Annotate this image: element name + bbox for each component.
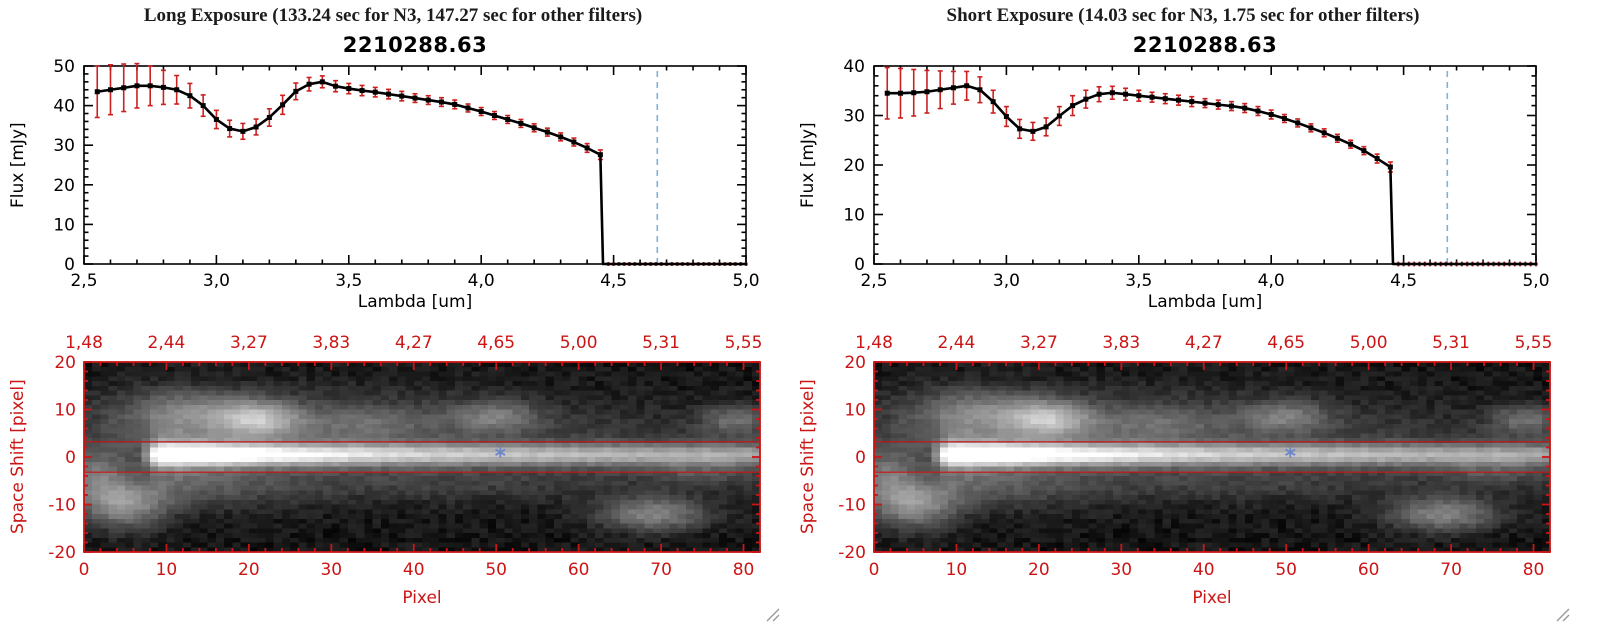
svg-text:-10: -10 — [48, 496, 76, 516]
target-id-title: 2210288.63 — [1132, 33, 1278, 57]
svg-text:2,5: 2,5 — [70, 271, 97, 291]
svg-text:50: 50 — [1275, 560, 1297, 580]
svg-text:4,5: 4,5 — [600, 271, 627, 291]
svg-text:0: 0 — [869, 560, 880, 580]
svg-text:40: 40 — [1193, 560, 1215, 580]
resize-grip[interactable] — [1554, 606, 1570, 622]
svg-text:5,00: 5,00 — [1350, 333, 1388, 353]
svg-text:80: 80 — [733, 560, 755, 580]
flux-axis-label: Flux [mJy] — [8, 122, 28, 208]
svg-text:70: 70 — [650, 560, 672, 580]
svg-text:3,0: 3,0 — [993, 271, 1020, 291]
svg-text:4,0: 4,0 — [1258, 271, 1285, 291]
svg-text:0: 0 — [64, 255, 75, 275]
svg-text:-20: -20 — [48, 543, 76, 563]
panel-long-exposure: Long Exposure (133.24 sec for N3, 147.27… — [0, 0, 786, 630]
svg-text:5,31: 5,31 — [642, 333, 680, 353]
svg-text:20: 20 — [843, 156, 865, 176]
svg-text:5,00: 5,00 — [560, 333, 598, 353]
svg-text:4,0: 4,0 — [468, 271, 495, 291]
svg-text:5,0: 5,0 — [732, 271, 759, 291]
svg-text:2,44: 2,44 — [938, 333, 976, 353]
svg-text:-20: -20 — [838, 543, 866, 563]
svg-text:-10: -10 — [838, 496, 866, 516]
svg-text:4,27: 4,27 — [395, 333, 433, 353]
svg-text:80: 80 — [1523, 560, 1545, 580]
svg-text:0: 0 — [79, 560, 90, 580]
svg-text:5,31: 5,31 — [1432, 333, 1470, 353]
svg-text:4,65: 4,65 — [1267, 333, 1305, 353]
panel-title-short: Short Exposure (14.03 sec for N3, 1.75 s… — [946, 5, 1420, 26]
svg-text:10: 10 — [946, 560, 968, 580]
svg-text:10: 10 — [156, 560, 178, 580]
svg-text:40: 40 — [53, 97, 75, 117]
svg-text:20: 20 — [1028, 560, 1050, 580]
svg-text:3,83: 3,83 — [1102, 333, 1140, 353]
svg-text:3,0: 3,0 — [203, 271, 230, 291]
svg-text:50: 50 — [485, 560, 507, 580]
svg-text:20: 20 — [844, 353, 866, 373]
pixel-axis-label: Pixel — [1192, 588, 1232, 608]
svg-text:10: 10 — [53, 215, 75, 235]
target-id-title: 2210288.63 — [342, 33, 488, 57]
svg-text:10: 10 — [843, 206, 865, 226]
svg-text:5,55: 5,55 — [1515, 333, 1553, 353]
svg-text:40: 40 — [843, 57, 865, 77]
svg-text:2,5: 2,5 — [860, 271, 887, 291]
svg-text:20: 20 — [53, 176, 75, 196]
lambda-axis-label: Lambda [um] — [1147, 292, 1263, 312]
flux-axis-label: Flux [mJy] — [798, 122, 818, 208]
lambda-axis-label: Lambda [um] — [357, 292, 473, 312]
spectral-image-axes: 1,48 2,44 3,27 3,83 4,27 4,65 5,00 5,31 5,55 0 10 2… — [838, 333, 1553, 580]
spectrum-chart: 2,5 3,0 3,5 4,0 4,5 5,0 0 10 20 30 40 — [843, 57, 1549, 291]
svg-text:0: 0 — [854, 255, 865, 275]
svg-text:3,27: 3,27 — [1020, 333, 1058, 353]
svg-text:3,27: 3,27 — [230, 333, 268, 353]
svg-text:70: 70 — [1440, 560, 1462, 580]
svg-text:3,5: 3,5 — [335, 271, 362, 291]
svg-text:1,48: 1,48 — [65, 333, 103, 353]
svg-text:1,48: 1,48 — [855, 333, 893, 353]
svg-text:60: 60 — [1358, 560, 1380, 580]
svg-text:4,27: 4,27 — [1185, 333, 1223, 353]
panel-short-exposure: Short Exposure (14.03 sec for N3, 1.75 s… — [790, 0, 1576, 630]
svg-text:4,5: 4,5 — [1390, 271, 1417, 291]
svg-text:30: 30 — [53, 136, 75, 156]
svg-text:3,5: 3,5 — [1125, 271, 1152, 291]
space-shift-axis-label: Space Shift [pixel] — [8, 379, 28, 535]
svg-text:2,44: 2,44 — [148, 333, 186, 353]
svg-text:10: 10 — [54, 401, 76, 421]
pixel-axis-label: Pixel — [402, 588, 442, 608]
svg-text:20: 20 — [238, 560, 260, 580]
svg-text:50: 50 — [53, 57, 75, 77]
spectral-image-axes: 1,48 2,44 3,27 3,83 4,27 4,65 5,00 5,31 5,55 0 10 2… — [48, 333, 763, 580]
svg-text:5,55: 5,55 — [725, 333, 763, 353]
svg-text:3,83: 3,83 — [312, 333, 350, 353]
svg-text:20: 20 — [54, 353, 76, 373]
svg-text:30: 30 — [1110, 560, 1132, 580]
svg-text:10: 10 — [844, 401, 866, 421]
svg-text:30: 30 — [843, 107, 865, 127]
spectral-image-2d — [874, 362, 1550, 552]
svg-text:0: 0 — [855, 448, 866, 468]
resize-grip[interactable] — [764, 606, 780, 622]
panel-title-long: Long Exposure (133.24 sec for N3, 147.27… — [143, 5, 643, 26]
svg-text:30: 30 — [320, 560, 342, 580]
space-shift-axis-label: Space Shift [pixel] — [798, 379, 818, 535]
svg-text:60: 60 — [568, 560, 590, 580]
spectral-image-2d — [84, 362, 760, 552]
svg-text:0: 0 — [65, 448, 76, 468]
svg-text:40: 40 — [403, 560, 425, 580]
svg-text:4,65: 4,65 — [477, 333, 515, 353]
spectrum-chart: 2,5 3,0 3,5 4,0 4,5 5,0 0 10 20 30 40 50 — [53, 57, 759, 291]
svg-text:5,0: 5,0 — [1522, 271, 1549, 291]
